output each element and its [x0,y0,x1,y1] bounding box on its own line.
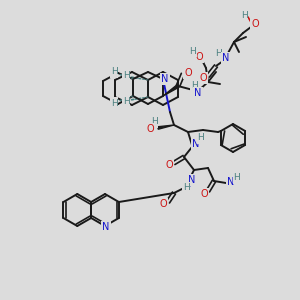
Text: O: O [200,189,208,199]
Polygon shape [163,85,179,96]
Text: H: H [216,50,222,58]
Text: O: O [199,73,207,83]
Text: H: H [190,82,197,91]
Polygon shape [158,125,174,129]
Text: H: H [198,134,204,142]
Text: O: O [146,124,154,134]
Text: N: N [102,222,110,232]
Text: N: N [194,88,202,98]
Text: O: O [195,52,203,62]
Text: N: N [192,139,200,149]
Text: O: O [159,199,167,209]
Text: H: H [183,184,189,193]
Text: H: H [123,70,129,80]
Text: H: H [234,173,240,182]
Text: O: O [165,160,173,170]
Text: N: N [161,74,169,84]
Text: N: N [227,177,235,187]
Text: H: H [151,118,158,127]
Text: H: H [123,98,129,106]
Text: H: H [111,68,117,76]
Text: N: N [222,53,230,63]
Text: O: O [251,19,259,29]
Text: H: H [111,98,117,107]
Text: O: O [184,68,192,78]
Text: H: H [190,46,196,56]
Text: N: N [188,175,196,185]
Text: H: H [241,11,248,20]
